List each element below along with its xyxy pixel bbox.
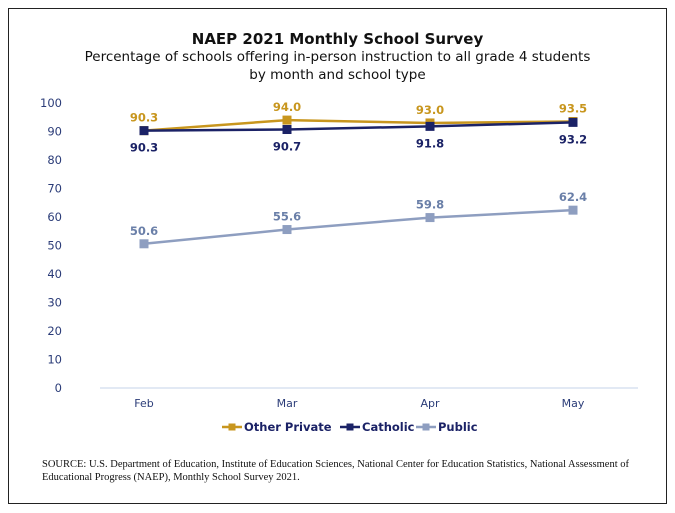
y-tick-label: 90	[47, 125, 62, 139]
legend-swatch-marker-public	[422, 423, 430, 431]
data-label-other-private: 90.3	[130, 111, 158, 125]
legend-swatch-marker-catholic	[346, 423, 354, 431]
data-label-catholic: 91.8	[416, 136, 444, 150]
data-point-catholic	[425, 121, 435, 131]
legend-label-other-private: Other Private	[244, 420, 332, 434]
data-point-catholic	[139, 126, 149, 136]
data-point-public	[425, 213, 435, 223]
data-label-catholic: 93.2	[559, 132, 587, 146]
x-tick-label: May	[562, 397, 585, 410]
chart-frame	[8, 8, 667, 504]
y-tick-label: 50	[47, 239, 62, 253]
legend-label-catholic: Catholic	[362, 420, 415, 434]
data-point-catholic	[568, 117, 578, 127]
data-label-other-private: 93.5	[559, 102, 587, 116]
y-tick-label: 100	[40, 96, 62, 110]
source-note: SOURCE: U.S. Department of Education, In…	[42, 459, 630, 483]
data-label-other-private: 93.0	[416, 103, 444, 117]
series-line-other-private	[143, 118, 574, 132]
data-label-other-private: 94.0	[273, 100, 301, 114]
chart-title: NAEP 2021 Monthly School Survey	[191, 30, 484, 48]
data-label-public: 50.6	[130, 224, 158, 238]
legend-swatch-marker-other-private	[228, 423, 236, 431]
x-tick-label: Apr	[420, 397, 440, 410]
data-point-public	[282, 225, 292, 235]
y-tick-label: 60	[47, 210, 62, 224]
data-point-public	[568, 205, 578, 215]
y-tick-label: 80	[47, 153, 62, 167]
series-line-catholic	[143, 121, 574, 132]
data-label-catholic: 90.3	[130, 141, 158, 155]
x-tick-label: Mar	[277, 397, 298, 410]
y-tick-label: 70	[47, 182, 62, 196]
y-tick-label: 0	[55, 381, 62, 395]
chart-subtitle-line-1: Percentage of schools offering in-person…	[84, 49, 591, 65]
data-point-catholic	[282, 125, 292, 135]
y-tick-label: 30	[47, 296, 62, 310]
data-label-catholic: 90.7	[273, 140, 301, 154]
data-label-public: 55.6	[273, 210, 301, 224]
data-point-other-private	[282, 115, 292, 125]
series-line-public	[143, 208, 574, 246]
chart-subtitle-line-2: by month and school type	[249, 67, 426, 83]
data-label-public: 59.8	[416, 198, 444, 212]
data-point-public	[139, 239, 149, 249]
y-tick-label: 20	[47, 324, 62, 338]
y-tick-label: 10	[47, 353, 62, 367]
y-tick-label: 40	[47, 267, 62, 281]
data-label-public: 62.4	[559, 190, 587, 204]
legend-label-public: Public	[438, 420, 478, 434]
x-tick-label: Feb	[134, 397, 153, 410]
